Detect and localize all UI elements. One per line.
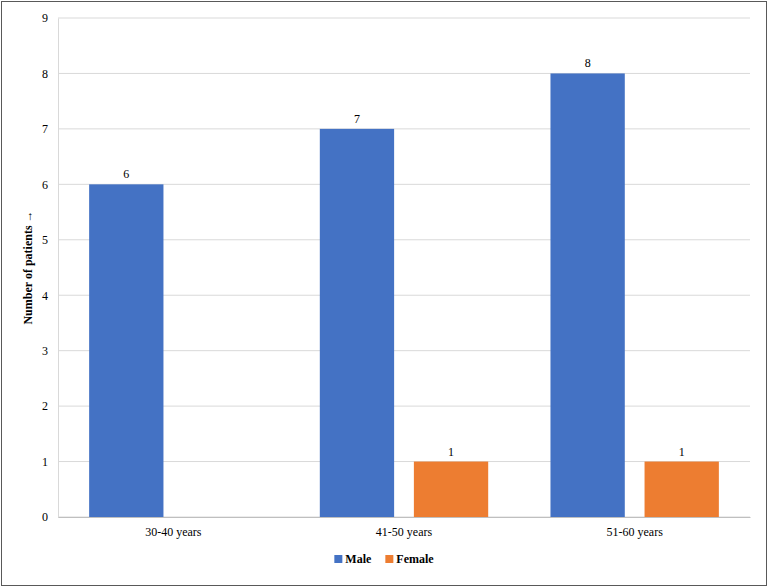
y-tick: 8 — [42, 67, 58, 81]
legend-swatch — [385, 555, 393, 563]
y-tick: 3 — [42, 344, 58, 358]
legend-swatch — [334, 555, 342, 563]
y-tick: 7 — [42, 122, 58, 136]
plot: 0 1 2 3 4 5 6 7 8 9 30-40 years 41-50 years 51-60 ye… — [42, 11, 751, 538]
x-tick-label: 41-50 years — [376, 525, 433, 539]
legend: Male Female — [334, 552, 434, 566]
bar — [414, 462, 488, 517]
x-tick-label: 51-60 years — [607, 525, 664, 539]
y-tick-label: 1 — [42, 455, 48, 469]
data-labels: 6 7 8 1 1 — [123, 56, 684, 458]
bar — [645, 462, 719, 517]
y-tick-label: 7 — [42, 122, 48, 136]
y-tick: 4 — [42, 289, 58, 303]
y-axis-line — [58, 19, 59, 518]
legend-item: Female — [385, 552, 434, 566]
x-axis-line — [59, 517, 751, 518]
grid — [58, 18, 750, 517]
y-tick: 0 — [42, 510, 58, 524]
y-tick-label: 8 — [42, 67, 48, 81]
y-tick-label: 9 — [42, 11, 48, 25]
y-tick: 1 — [42, 455, 58, 469]
data-label: 7 — [354, 112, 360, 126]
y-tick-label: 0 — [42, 510, 48, 524]
data-label: 8 — [585, 56, 591, 70]
y-tick: 5 — [42, 233, 58, 247]
y-tick-label: 4 — [42, 289, 48, 303]
y-tick-label: 5 — [42, 233, 48, 247]
chart: 0 1 2 3 4 5 6 7 8 9 30-40 years 41-50 years 51-60 ye… — [0, 0, 768, 587]
frame — [2, 2, 767, 586]
grid-line — [58, 18, 750, 19]
x-tick: 30-40 years — [145, 517, 202, 539]
y-axis-title: Number of patients → — [21, 210, 35, 324]
x-tick: 51-60 years — [607, 517, 664, 539]
y-tick: 2 — [42, 399, 58, 413]
data-label: 1 — [448, 445, 454, 459]
legend-label: Female — [396, 552, 434, 566]
y-tick-label: 3 — [42, 344, 48, 358]
bars — [89, 73, 719, 517]
legend-item: Male — [334, 552, 372, 566]
grid-line — [58, 128, 750, 129]
y-tick-label: 6 — [42, 178, 48, 192]
legend-label: Male — [345, 552, 372, 566]
x-axis: 30-40 years 41-50 years 51-60 years — [59, 517, 751, 539]
data-label: 1 — [679, 445, 685, 459]
grid-line — [58, 73, 750, 74]
bar — [550, 73, 624, 517]
y-axis: 0 1 2 3 4 5 6 7 8 9 — [42, 11, 59, 524]
data-label: 6 — [123, 167, 129, 181]
bar — [89, 184, 163, 517]
y-tick: 6 — [42, 178, 58, 192]
x-tick-label: 30-40 years — [145, 525, 202, 539]
y-tick-label: 2 — [42, 399, 48, 413]
bar — [320, 129, 394, 517]
y-tick: 9 — [42, 11, 58, 25]
x-tick: 41-50 years — [376, 517, 433, 539]
